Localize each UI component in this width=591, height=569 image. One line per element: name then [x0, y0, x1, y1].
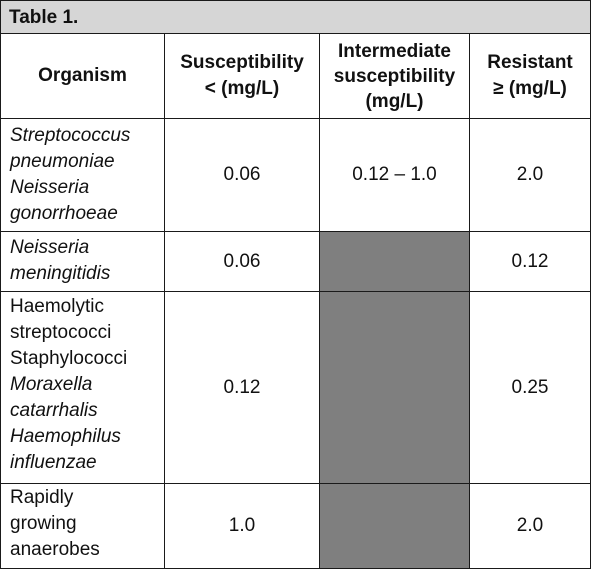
row-2-resistant: 0.12 [470, 232, 590, 292]
row-3-susceptibility: 0.12 [165, 292, 320, 484]
header-intermediate: Intermediate susceptibility (mg/L) [320, 34, 470, 119]
header-resistant-line-1: Resistant [487, 52, 573, 73]
row-1-susceptibility: 0.06 [165, 119, 320, 232]
organism-line: anaerobes [10, 539, 100, 560]
row-4-susceptibility: 1.0 [165, 484, 320, 568]
header-organism: Organism [1, 34, 165, 119]
row-3-organism: Haemolytic streptococci Staphylococci Mo… [1, 292, 165, 484]
organism-line: influenzae [10, 452, 97, 473]
row-2-intermediate-shaded [320, 232, 470, 292]
organism-line: streptococci [10, 322, 112, 343]
row-3-intermediate-shaded [320, 292, 470, 484]
row-4-intermediate-shaded [320, 484, 470, 568]
organism-line: catarrhalis [10, 400, 98, 421]
row-4-resistant: 2.0 [516, 515, 544, 536]
row-1-organism: Streptococcus pneumoniae Neisseria gonor… [1, 119, 165, 232]
organism-line: Neisseria [10, 177, 90, 198]
header-susceptibility-line-2: < (mg/L) [204, 78, 280, 99]
row-1-resistant: 2.0 [470, 119, 590, 232]
row-2-susceptibility: 0.06 [165, 232, 320, 292]
organism-line: Staphylococci [10, 348, 128, 369]
header-resistant: Resistant ≥ (mg/L) [470, 34, 590, 119]
row-4-organism: Rapidly growing anaerobes [1, 484, 165, 568]
row-2-organism: Neisseria meningitidis [1, 232, 165, 292]
organism-line: gonorrhoeae [10, 203, 118, 224]
organism-line: meningitidis [10, 263, 111, 284]
row-3-resistant: 0.25 [470, 292, 590, 484]
row-1-intermediate: 0.12 – 1.0 [320, 119, 470, 232]
organism-line: Haemolytic [10, 296, 104, 317]
organism-line: Moraxella [10, 374, 93, 395]
organism-line: pneumoniae [10, 151, 115, 172]
table-title: Table 1. [1, 1, 590, 34]
header-susceptibility: Susceptibility < (mg/L) [165, 34, 320, 119]
organism-line: Haemophilus [10, 426, 121, 447]
organism-line: growing [10, 513, 77, 534]
header-intermediate-line-3: (mg/L) [365, 90, 424, 112]
header-intermediate-line-1: Intermediate [338, 40, 451, 62]
header-resistant-line-2: ≥ (mg/L) [493, 78, 567, 99]
organism-line: Streptococcus [10, 125, 131, 146]
header-intermediate-line-2: susceptibility [333, 65, 456, 87]
header-susceptibility-line-1: Susceptibility [180, 52, 304, 73]
organism-line: Rapidly [10, 487, 74, 508]
organism-line: Neisseria [10, 237, 90, 258]
